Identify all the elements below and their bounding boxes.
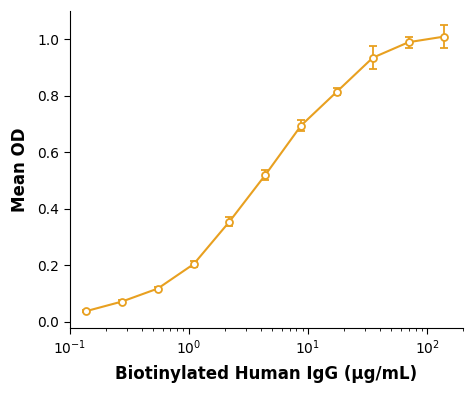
X-axis label: Biotinylated Human IgG (μg/mL): Biotinylated Human IgG (μg/mL) [115,365,418,383]
Y-axis label: Mean OD: Mean OD [11,127,29,212]
